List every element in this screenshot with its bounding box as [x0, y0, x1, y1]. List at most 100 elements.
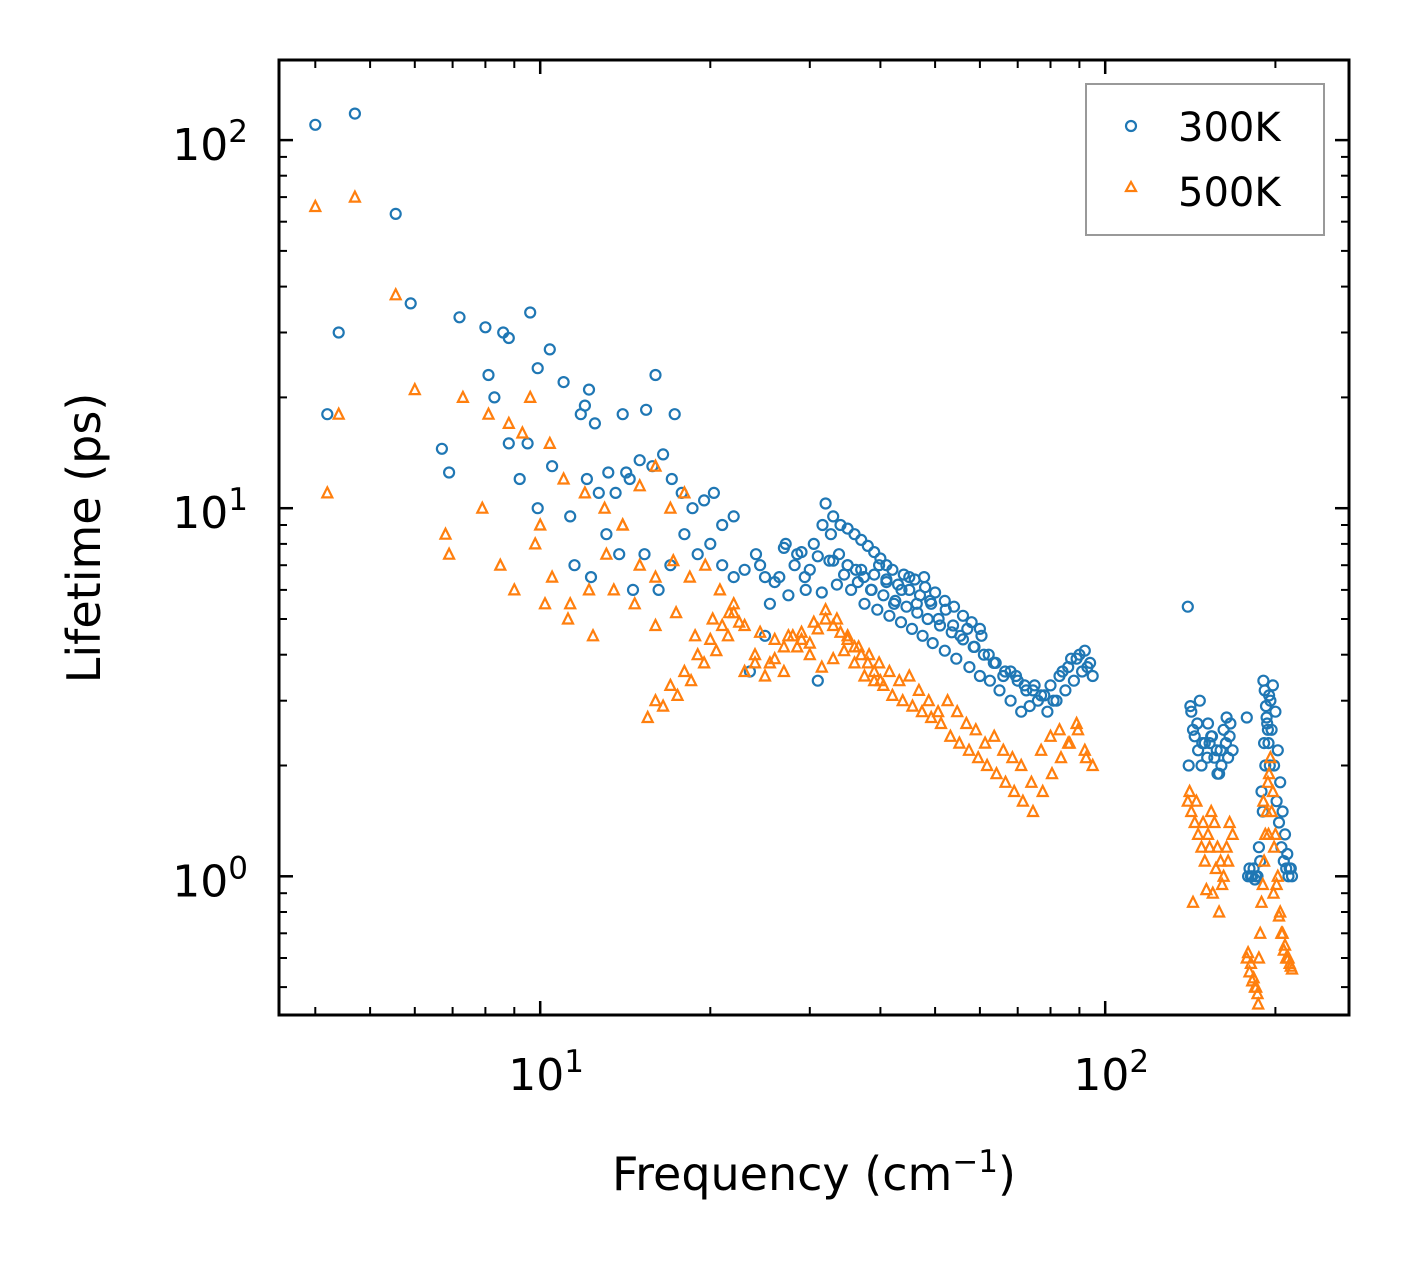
point-500k: [684, 672, 698, 687]
point-300k: [916, 629, 929, 642]
point-300k: [602, 466, 615, 479]
point-500k: [737, 617, 752, 632]
point-300k: [686, 502, 699, 515]
point-300k: [832, 548, 846, 561]
point-300k: [1247, 862, 1260, 875]
point-500k: [721, 627, 735, 642]
point-500k: [861, 654, 875, 669]
point-300k: [1262, 736, 1275, 750]
point-500k: [408, 381, 422, 396]
point-300k: [788, 559, 801, 572]
point-500k: [737, 663, 752, 678]
point-300k: [1282, 870, 1295, 883]
point-500k: [640, 709, 655, 724]
point-500k: [1277, 942, 1291, 956]
point-500k: [1212, 904, 1226, 918]
point-300k: [998, 665, 1012, 678]
point-500k: [615, 517, 630, 531]
point-300k: [649, 368, 662, 382]
point-300k: [777, 541, 791, 555]
point-500k: [656, 698, 670, 712]
point-500k: [663, 677, 678, 691]
x-tick-label: 101: [508, 1044, 584, 1101]
point-500k: [586, 627, 600, 642]
point-500k: [698, 557, 713, 571]
point-500k: [502, 415, 516, 429]
point-300k: [1201, 751, 1214, 764]
point-300k: [435, 442, 448, 455]
point-300k: [588, 417, 602, 430]
point-300k: [889, 594, 902, 608]
point-500k: [1278, 937, 1292, 951]
point-500k: [998, 774, 1013, 788]
point-500k: [934, 715, 948, 730]
point-300k: [1221, 751, 1235, 764]
point-300k: [1224, 717, 1237, 730]
point-300k: [758, 570, 772, 584]
point-500k: [388, 286, 403, 301]
point-300k: [749, 548, 763, 561]
point-300k: [578, 399, 592, 412]
point-300k: [965, 616, 978, 629]
point-300k: [707, 486, 721, 499]
point-300k: [626, 583, 640, 597]
point-300k: [1277, 854, 1290, 868]
point-500k: [943, 728, 958, 742]
point-300k: [738, 563, 751, 576]
point-500k: [1062, 735, 1077, 749]
point-300k: [1243, 862, 1256, 875]
point-300k: [582, 383, 596, 396]
point-300k: [727, 570, 740, 584]
point-300k: [580, 472, 594, 486]
point-300k: [639, 403, 653, 416]
point-500k: [818, 611, 833, 625]
point-500k: [1016, 793, 1030, 807]
point-300k: [1272, 816, 1286, 829]
point-500k: [348, 189, 362, 203]
point-500k: [1213, 853, 1228, 867]
point-300k: [1075, 665, 1089, 678]
point-500k: [688, 627, 702, 642]
point-500k: [1194, 839, 1209, 853]
point-500k: [1249, 979, 1263, 993]
point-300k: [1271, 744, 1284, 757]
point-500k: [815, 659, 829, 673]
point-300k: [861, 539, 874, 553]
point-500k: [1085, 757, 1100, 772]
point-300k: [1185, 705, 1198, 718]
point-500k: [597, 500, 612, 514]
legend-500k-triangle-icon: [1124, 179, 1138, 193]
point-300k: [1205, 730, 1219, 743]
point-300k: [993, 684, 1006, 697]
point-300k: [531, 362, 544, 375]
point-300k: [502, 331, 515, 345]
point-500k: [790, 638, 804, 653]
point-500k: [1196, 814, 1210, 829]
point-500k: [902, 668, 917, 682]
point-300k: [1188, 730, 1201, 743]
point-500k: [1014, 757, 1028, 772]
point-300k: [868, 568, 881, 581]
x-tick-label: 102: [1073, 1044, 1149, 1101]
point-500k: [666, 552, 681, 567]
point-500k: [921, 692, 936, 707]
point-300k: [753, 559, 767, 572]
point-500k: [840, 631, 855, 645]
point-500k: [892, 672, 907, 687]
point-300k: [616, 408, 629, 421]
point-300k: [600, 528, 613, 541]
point-300k: [1259, 699, 1273, 713]
point-500k: [1024, 774, 1039, 788]
series-500k: [308, 189, 1299, 1010]
point-300k: [633, 454, 646, 467]
point-500k: [980, 757, 994, 772]
point-300k: [827, 510, 840, 523]
point-500k: [811, 620, 825, 635]
point-500k: [709, 642, 724, 657]
point-300k: [803, 563, 816, 576]
point-300k: [1257, 674, 1270, 687]
point-300k: [332, 326, 345, 339]
point-500k: [826, 617, 840, 632]
point-300k: [773, 570, 786, 584]
point-300k: [1250, 870, 1263, 883]
